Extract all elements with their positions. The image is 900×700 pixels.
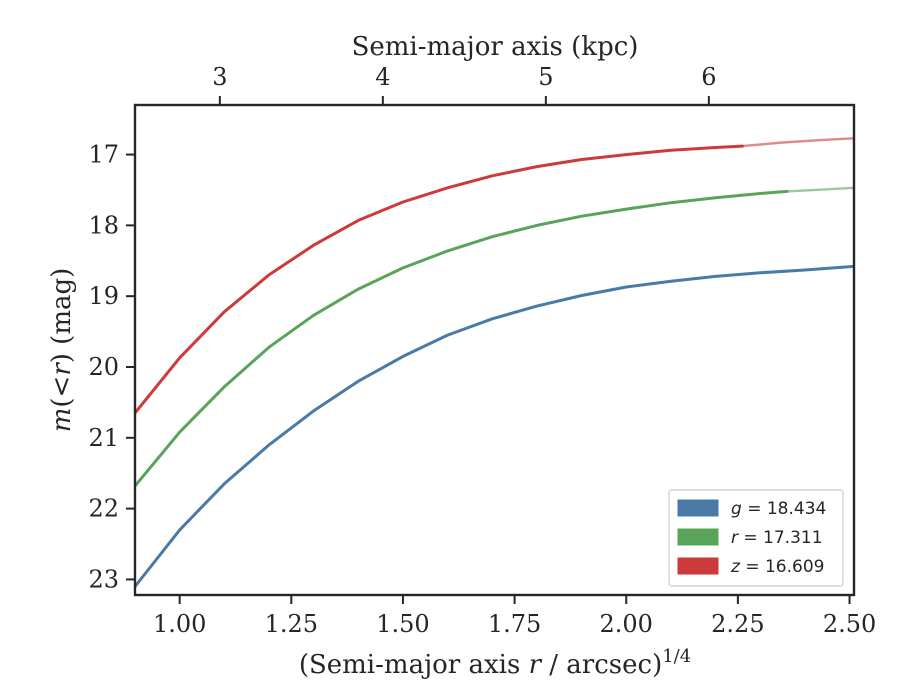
x-tick-label: 1.75 bbox=[488, 610, 541, 638]
y-tick-label: 23 bbox=[88, 565, 119, 593]
top-tick-label: 3 bbox=[212, 63, 227, 91]
x-tick-label: 2.50 bbox=[823, 610, 876, 638]
top-tick-label: 5 bbox=[538, 63, 553, 91]
legend-entries: g = 18.434 r = 17.311 z = 16.609 bbox=[677, 499, 826, 577]
y-tick-label: 18 bbox=[88, 211, 119, 239]
x-tick-label: 1.50 bbox=[376, 610, 429, 638]
x-tick-label: 1.25 bbox=[265, 610, 318, 638]
legend-label-g: g = 18.434 bbox=[731, 499, 826, 519]
legend-swatch-r bbox=[677, 528, 719, 546]
top-tick-label: 4 bbox=[375, 63, 390, 91]
ticks-layer: 1.00 1.25 1.50 1.75 2.00 2.25 2.50 17 18 19 20 21 22… bbox=[88, 63, 876, 638]
series-line-g bbox=[135, 264, 854, 588]
legend-swatch-z bbox=[677, 557, 719, 575]
legend-label-r: r = 17.311 bbox=[731, 528, 823, 548]
series-layer bbox=[135, 137, 854, 588]
plot-frame bbox=[133, 103, 856, 597]
x-tick-label: 1.00 bbox=[153, 610, 206, 638]
x-tick-label: 2.25 bbox=[711, 610, 764, 638]
legend: g = 18.434 r = 17.311 z = 16.609 bbox=[668, 489, 844, 587]
legend-swatch-g bbox=[677, 499, 719, 517]
top-axis-label: Semi-major axis (kpc) bbox=[352, 32, 639, 62]
series-line-r bbox=[135, 189, 789, 488]
y-axis-label: m(<r) (mag) bbox=[47, 268, 77, 433]
y-tick-label: 17 bbox=[88, 141, 119, 169]
y-tick-label: 20 bbox=[88, 353, 119, 381]
series-line-z bbox=[135, 144, 744, 415]
y-tick-label: 21 bbox=[88, 424, 119, 452]
top-tick-label: 6 bbox=[701, 63, 716, 91]
x-tick-label: 2.00 bbox=[600, 610, 653, 638]
series-line-z-extension bbox=[741, 137, 854, 148]
legend-label-z: z = 16.609 bbox=[730, 557, 824, 577]
bottom-axis-label: (Semi-major axis r / arcsec)1/4 bbox=[299, 646, 691, 680]
y-tick-label: 19 bbox=[88, 282, 119, 310]
y-tick-label: 22 bbox=[88, 495, 119, 523]
series-line-r-extension bbox=[785, 186, 854, 193]
